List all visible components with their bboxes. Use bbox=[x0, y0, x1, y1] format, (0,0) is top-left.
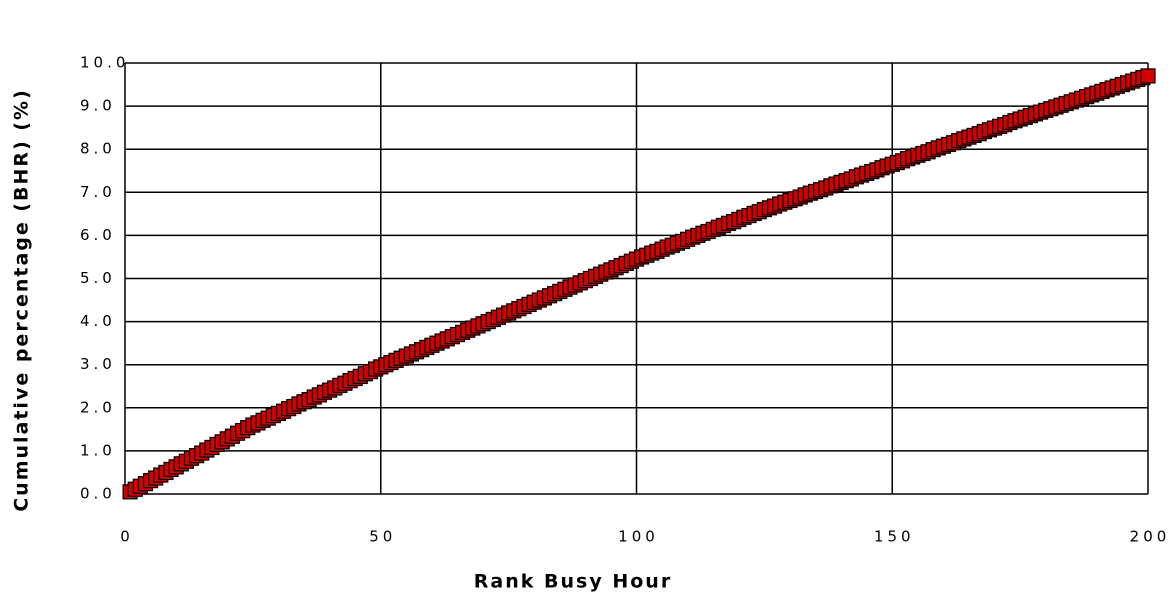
y-axis-title: Cumulative percentage (BHR) (%) bbox=[11, 88, 33, 512]
y-tick-label: 7.0 bbox=[80, 183, 116, 201]
y-tick-label: 4.0 bbox=[80, 312, 116, 330]
y-tick-label: 3.0 bbox=[80, 355, 116, 373]
y-tick-label: 9.0 bbox=[80, 97, 116, 115]
x-tick-label: 100 bbox=[618, 528, 659, 546]
y-tick-label: 0.0 bbox=[80, 485, 116, 503]
y-tick-label: 5.0 bbox=[80, 269, 116, 287]
y-tick-label: 8.0 bbox=[80, 140, 116, 158]
x-axis-title: Rank Busy Hour bbox=[474, 571, 672, 593]
x-tick-label: 50 bbox=[369, 528, 396, 546]
y-tick-label: 6.0 bbox=[80, 226, 116, 244]
y-tick-label: 2.0 bbox=[80, 398, 116, 416]
x-tick-label: 200 bbox=[1130, 528, 1171, 546]
y-tick-label: 1.0 bbox=[80, 441, 116, 459]
x-tick-label: 150 bbox=[874, 528, 915, 546]
x-tick-label: 0 bbox=[120, 528, 134, 546]
y-tick-label: 10.0 bbox=[80, 54, 129, 72]
marker bbox=[1140, 68, 1156, 84]
